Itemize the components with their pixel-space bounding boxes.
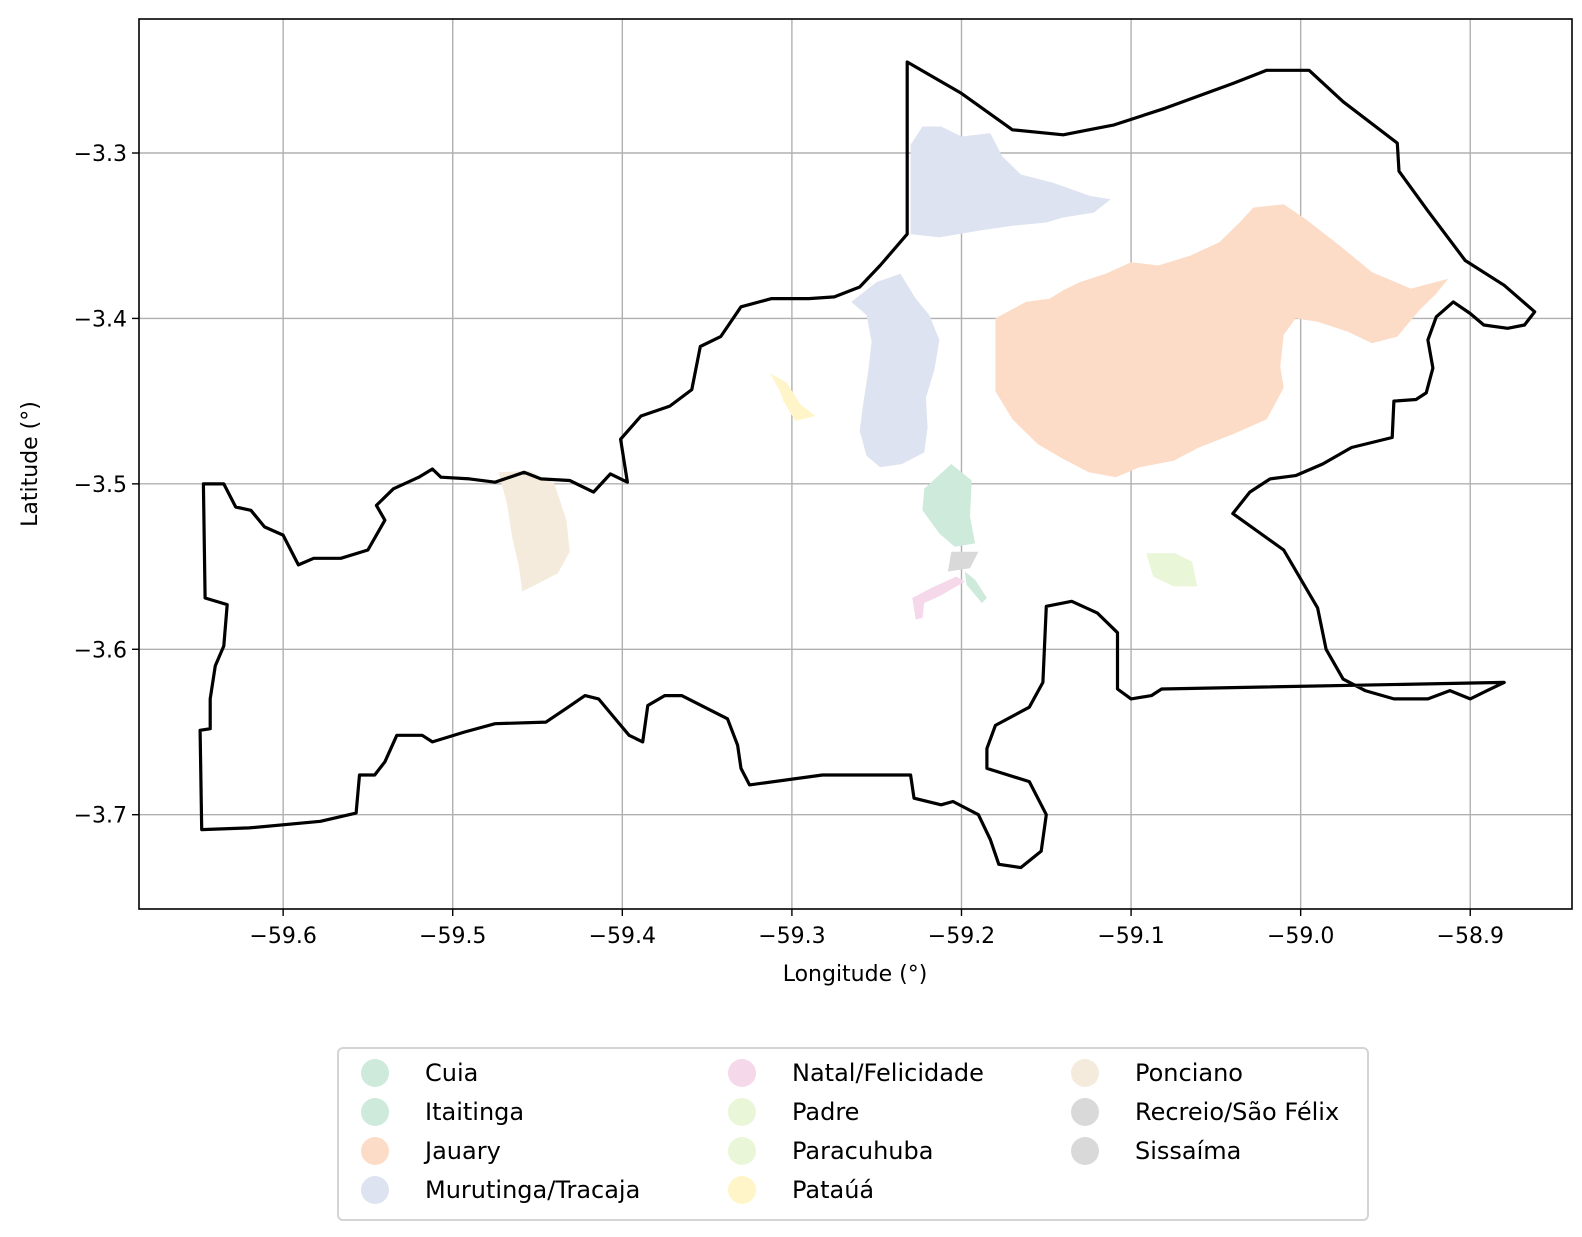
legend-label: Cuia <box>425 1058 479 1087</box>
legend-swatch <box>1071 1136 1099 1165</box>
x-axis-ticks: −59.6 −59.5 −59.4 −59.3 −59.2 −59.1 −59.0 −58.9 <box>249 909 1504 949</box>
legend-item: Ponciano <box>1049 1053 1339 1092</box>
legend: Cuia Itaitinga Jauary Murutinga/Tracaja Nat… <box>337 1047 1369 1221</box>
region-recreio-s-o-f-lix <box>947 551 979 572</box>
x-tick-label: −59.6 <box>249 924 316 949</box>
x-axis-label: Longitude (°) <box>783 962 928 987</box>
legend-item: Paracuhuba <box>706 1131 984 1170</box>
legend-column-1: Cuia Itaitinga Jauary Murutinga/Tracaja <box>339 1053 640 1209</box>
legend-item: Pataúá <box>706 1170 984 1209</box>
y-tick-label: −3.7 <box>74 804 127 829</box>
legend-label: Itaitinga <box>425 1097 525 1126</box>
legend-swatch <box>361 1097 389 1126</box>
region-murutinga-tracaja <box>910 126 1111 238</box>
legend-item: Murutinga/Tracaja <box>339 1170 640 1209</box>
plot-frame <box>138 18 1573 910</box>
legend-item: Sissaíma <box>1049 1131 1339 1170</box>
legend-swatch <box>728 1058 756 1087</box>
legend-item: Natal/Felicidade <box>706 1053 984 1092</box>
legend-column-2: Natal/Felicidade Padre Paracuhuba Pataúá <box>706 1053 984 1209</box>
legend-swatch <box>361 1136 389 1165</box>
municipality-boundary <box>198 60 1537 870</box>
region-natal-felicidade <box>912 576 965 620</box>
legend-swatch <box>728 1175 756 1204</box>
legend-label: Paracuhuba <box>792 1136 934 1165</box>
x-tick-label: −59.5 <box>419 924 486 949</box>
y-tick-label: −3.5 <box>74 473 127 498</box>
legend-item: Padre <box>706 1092 984 1131</box>
legend-swatch <box>361 1175 389 1204</box>
x-tick-label: −59.3 <box>758 924 825 949</box>
legend-swatch <box>1071 1058 1099 1087</box>
y-tick-label: −3.6 <box>74 638 127 663</box>
legend-swatch <box>361 1058 389 1087</box>
legend-label: Ponciano <box>1135 1058 1243 1087</box>
legend-item: Cuia <box>339 1053 640 1092</box>
regions-layer <box>498 126 1449 620</box>
x-tick-label: −58.9 <box>1437 924 1504 949</box>
region-paracuhuba <box>1146 553 1198 587</box>
region-jauary <box>995 204 1449 478</box>
legend-label: Sissaíma <box>1135 1136 1242 1165</box>
x-tick-label: −59.2 <box>928 924 995 949</box>
y-axis-ticks: −3.3 −3.4 −3.5 −3.6 −3.7 <box>74 142 139 829</box>
legend-column-3: Ponciano Recreio/São Félix Sissaíma <box>1049 1053 1339 1170</box>
legend-swatch <box>728 1136 756 1165</box>
legend-label: Natal/Felicidade <box>792 1058 984 1087</box>
region-cuia <box>922 464 976 547</box>
legend-item: Recreio/São Félix <box>1049 1092 1339 1131</box>
x-tick-label: −59.4 <box>589 924 656 949</box>
region-ponciano <box>498 470 570 592</box>
legend-label: Pataúá <box>792 1175 875 1204</box>
boundary-layer <box>198 60 1537 870</box>
y-axis-label: Latitude (°) <box>18 401 43 527</box>
legend-swatch <box>1071 1097 1099 1126</box>
region-murutinga-tracaja <box>851 273 940 468</box>
x-tick-label: −59.1 <box>1097 924 1164 949</box>
legend-label: Murutinga/Tracaja <box>425 1175 641 1204</box>
legend-label: Jauary <box>425 1136 501 1165</box>
region-pata- <box>769 373 816 421</box>
y-tick-label: −3.3 <box>74 142 127 167</box>
region-itaitinga <box>964 571 987 603</box>
legend-item: Itaitinga <box>339 1092 640 1131</box>
legend-swatch <box>728 1097 756 1126</box>
legend-label: Recreio/São Félix <box>1135 1097 1340 1126</box>
legend-item: Jauary <box>339 1131 640 1170</box>
legend-label: Padre <box>792 1097 860 1126</box>
y-tick-label: −3.4 <box>74 307 127 332</box>
x-tick-label: −59.0 <box>1267 924 1334 949</box>
